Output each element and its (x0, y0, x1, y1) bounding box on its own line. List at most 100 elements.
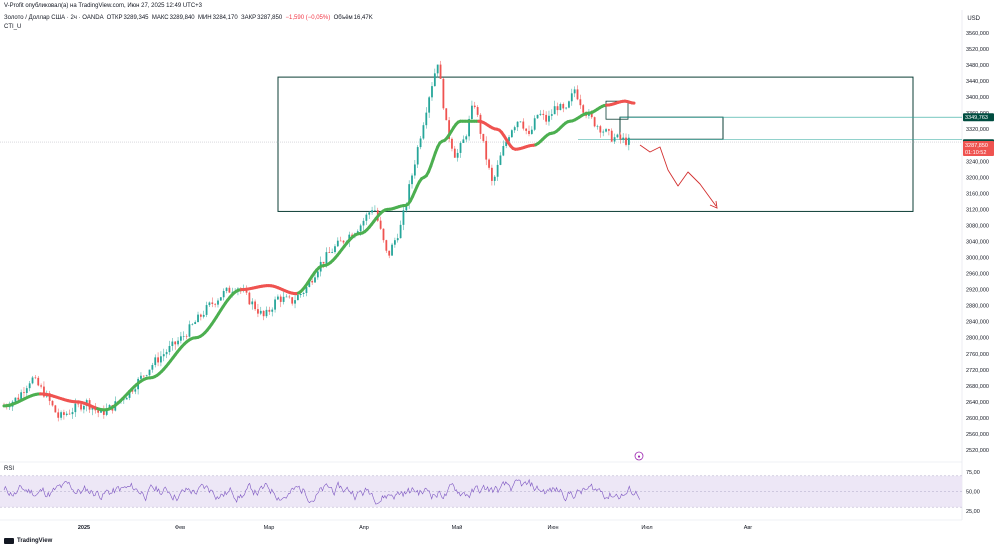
candle-body (288, 296, 291, 298)
countdown-tag: 01:10:52 (965, 150, 986, 156)
candle-body (356, 231, 359, 234)
price-tick-label: 3320,000 (966, 127, 989, 133)
candle-body (182, 336, 185, 337)
price-tick-label: 3520,000 (966, 47, 989, 53)
indicator-label[interactable]: CTI_U (4, 24, 22, 30)
candle-body (299, 293, 302, 296)
candle-body (445, 108, 448, 121)
candle-body (97, 410, 100, 413)
candle-body (433, 73, 436, 87)
rsi-label[interactable]: RSI (4, 466, 15, 472)
rsi-line (3, 478, 640, 505)
candle-body (51, 400, 54, 406)
rsi-band (0, 475, 962, 508)
candle-body (493, 176, 496, 181)
open-label: ОТКР (106, 15, 123, 21)
time-tick-label: 2025 (78, 525, 90, 531)
time-tick-label: Мар (264, 525, 275, 531)
candle-body (607, 129, 610, 131)
candle-body (425, 112, 428, 126)
time-tick-label: Июл (641, 525, 652, 531)
volume-value: 16,47K (353, 15, 373, 21)
candle-body (25, 388, 28, 394)
volume-label: Объём (333, 15, 353, 21)
candle-body (248, 292, 251, 305)
candle-body (599, 126, 602, 133)
candle-body (525, 128, 528, 131)
candle-body (336, 240, 339, 247)
candle-body (311, 281, 314, 283)
candle-body (605, 129, 607, 132)
candle-body (202, 314, 205, 317)
candle-body (482, 133, 485, 141)
published-header: V-Profit опубликовал(а) на TradingView.c… (4, 3, 203, 9)
candle-body (416, 147, 419, 165)
candle-body (331, 252, 334, 253)
candle-body (197, 314, 199, 323)
candle-body (374, 210, 376, 211)
candle-body (219, 297, 222, 301)
currency-label: USD (967, 16, 980, 22)
candle-body (148, 369, 151, 376)
candle-body (465, 136, 468, 140)
candle-body (553, 106, 556, 115)
open-value: 3289,345 (123, 15, 149, 21)
candle-body (382, 228, 385, 241)
candle-body (379, 220, 382, 229)
price-axis: 3560,000 3520,000 3480,000 3440,000 3400,000… (966, 31, 989, 515)
candle-body (134, 389, 137, 392)
price-tick-label: 3040,000 (966, 240, 989, 246)
candle-body (177, 340, 179, 345)
candle-body (165, 352, 168, 355)
candle-body (539, 113, 542, 115)
candle-body (245, 289, 248, 293)
drawing-boxes (0, 76, 962, 212)
candle-body (37, 377, 40, 386)
candle-body (294, 300, 296, 304)
candle-body (282, 296, 285, 302)
candle-body (439, 64, 442, 79)
candle-body (519, 121, 522, 123)
candle-body (296, 295, 299, 301)
candle-body (359, 225, 362, 232)
symbol-legend: Золото / Доллар США · 2ч · OANDA ОТКР328… (4, 15, 373, 21)
candle-body (279, 296, 282, 302)
current-price-tag-bg (963, 141, 994, 157)
price-tick-label: 3440,000 (966, 79, 989, 85)
candle-body (419, 138, 422, 148)
price-tick-label: 2520,000 (966, 448, 989, 454)
candle-body (199, 314, 202, 317)
candle-body (485, 140, 488, 160)
high-label: МАКС (151, 15, 169, 21)
candle-body (291, 297, 294, 304)
candle-body (228, 287, 231, 293)
price-tick-label: 2560,000 (966, 432, 989, 438)
candle-body (613, 137, 616, 142)
candle-body (322, 261, 325, 264)
candle-body (334, 246, 336, 253)
candle-body (142, 375, 145, 377)
candle-body (479, 114, 482, 134)
price-tick-label: 3240,000 (966, 159, 989, 165)
candle-body (23, 392, 25, 394)
symbol-name[interactable]: Золото / Доллар США · 2ч · OANDA (4, 15, 104, 21)
candle-body (231, 291, 234, 293)
brand-name: TradingView (17, 538, 53, 544)
candle-body (8, 406, 11, 408)
candle-body (222, 290, 225, 298)
candle-body (57, 412, 60, 418)
close-label: ЗАКР (241, 15, 257, 21)
candle-body (188, 324, 191, 337)
candle-body (456, 152, 459, 158)
candle-body (610, 130, 613, 142)
candle-body (34, 377, 37, 379)
candle-body (548, 115, 550, 122)
candle-body (590, 112, 593, 118)
candle-body (274, 299, 276, 310)
event-icon (634, 451, 644, 461)
candle-body (550, 114, 553, 116)
candle-body (436, 64, 439, 74)
candle-body (510, 130, 513, 138)
price-tick-label: 2720,000 (966, 368, 989, 374)
